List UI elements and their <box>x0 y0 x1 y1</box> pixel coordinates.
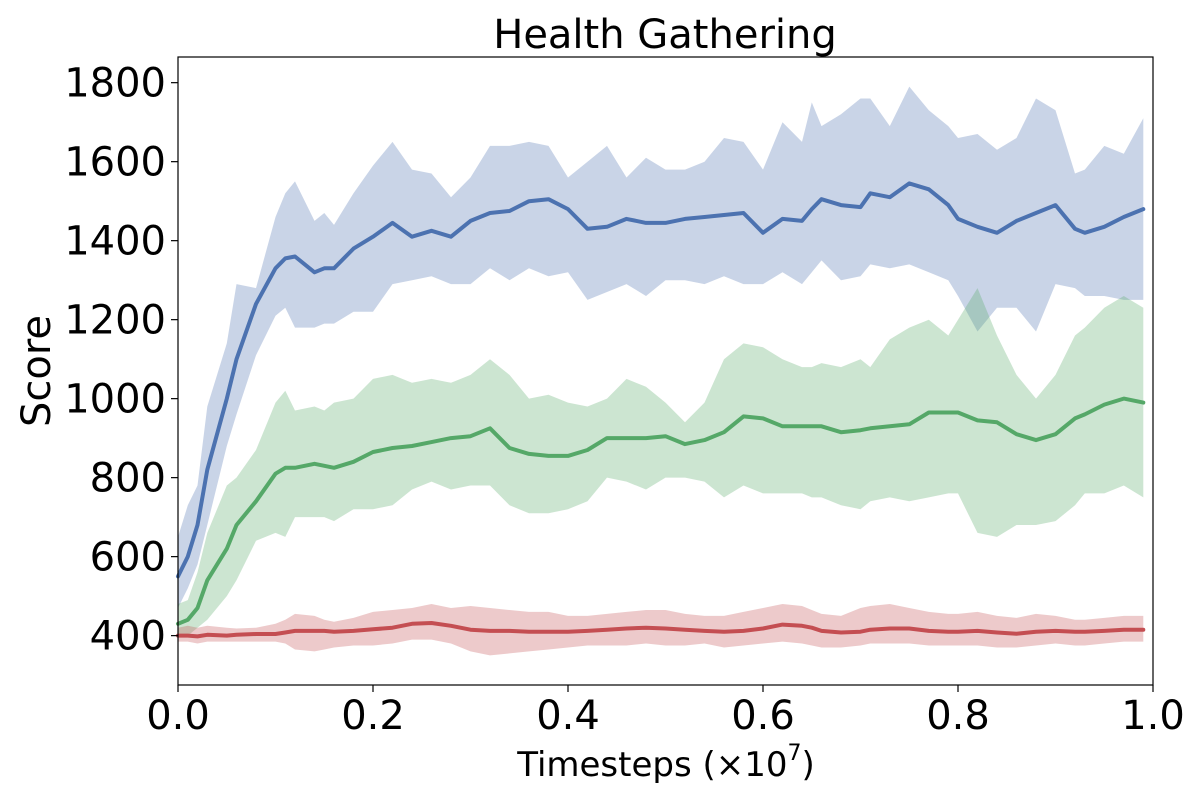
x-tick-label: 1.0 <box>1121 693 1185 739</box>
x-axis-label-exponent: 7 <box>788 741 802 766</box>
y-tick-label: 400 <box>90 614 166 660</box>
x-axis-label: Timesteps (×107) <box>516 741 815 785</box>
series-1-line <box>176 396 1146 626</box>
x-tick-label: 0.8 <box>926 693 990 739</box>
x-axis-label-text: Timesteps (×10 <box>516 745 787 785</box>
series-2-line <box>176 621 1146 639</box>
x-tick-label: 0.4 <box>536 693 600 739</box>
plot-frame <box>177 56 1154 686</box>
x-tick-label: 0.6 <box>731 693 795 739</box>
series-0-band <box>178 86 1144 609</box>
x-axis-label-close: ) <box>802 745 815 785</box>
y-axis-label: Score <box>14 315 60 427</box>
chart-title: Health Gathering <box>493 12 837 58</box>
series-0-line <box>176 181 1146 579</box>
series-lines <box>176 181 1146 639</box>
confidence-bands <box>178 86 1144 656</box>
y-tick-label: 600 <box>90 535 166 581</box>
y-tick-label: 800 <box>90 456 166 502</box>
y-tick-label: 1200 <box>64 298 166 344</box>
x-tick-label: 0.2 <box>341 693 405 739</box>
y-axis: 400 600 800 1000 1200 1400 1600 1800 <box>64 61 178 660</box>
x-tick-label: 0.0 <box>146 693 210 739</box>
y-tick-label: 1800 <box>64 61 166 107</box>
y-tick-label: 1000 <box>64 377 166 423</box>
series-1-band <box>178 288 1144 636</box>
y-tick-label: 1400 <box>64 219 166 265</box>
y-tick-label: 1600 <box>64 140 166 186</box>
x-axis: 0.0 0.2 0.4 0.6 0.8 1.0 <box>146 685 1185 739</box>
